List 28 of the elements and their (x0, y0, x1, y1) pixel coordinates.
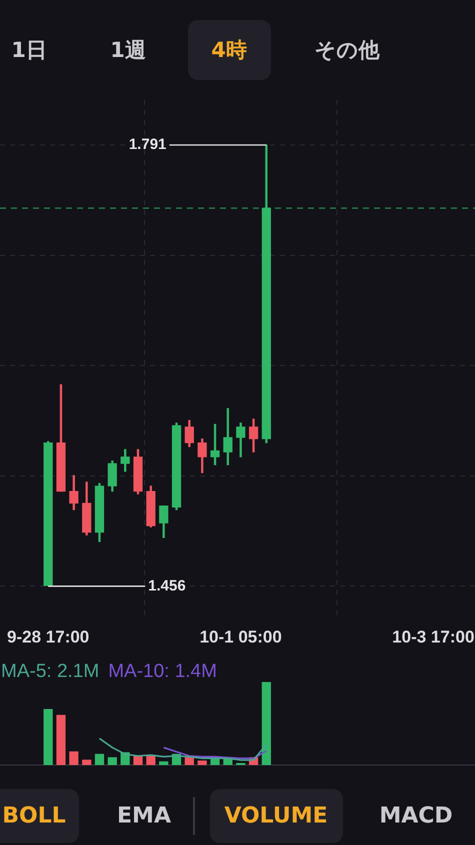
x-tick-label: 10-1 05:00 (200, 627, 282, 646)
bar (198, 760, 207, 765)
bar (108, 757, 117, 765)
text: BOLL (2, 803, 66, 829)
text: 4時 (211, 38, 247, 62)
bar (69, 751, 78, 765)
bar (44, 709, 53, 765)
x-tick-label: 9-28 17:00 (7, 627, 90, 646)
bar (184, 757, 194, 765)
x-tick-label: 10-3 17:00 (392, 627, 474, 646)
text: 1日 (11, 38, 47, 62)
text: 1週 (110, 38, 146, 62)
bar (159, 761, 168, 765)
bar (56, 714, 66, 765)
bar (94, 754, 104, 765)
bar (262, 682, 271, 765)
text: MACD (379, 803, 453, 829)
bar (210, 758, 220, 765)
text: MA-10: 1.4M (108, 661, 217, 682)
text: VOLUME (224, 803, 328, 829)
text: EMA (117, 803, 171, 829)
text: MA-5: 2.1M (1, 661, 100, 682)
annotation: 1.791 (128, 136, 166, 154)
annotation: 1.456 (148, 577, 186, 594)
bar (82, 760, 92, 765)
bar (146, 756, 156, 765)
bar (223, 758, 232, 765)
text: その他 (314, 38, 380, 62)
